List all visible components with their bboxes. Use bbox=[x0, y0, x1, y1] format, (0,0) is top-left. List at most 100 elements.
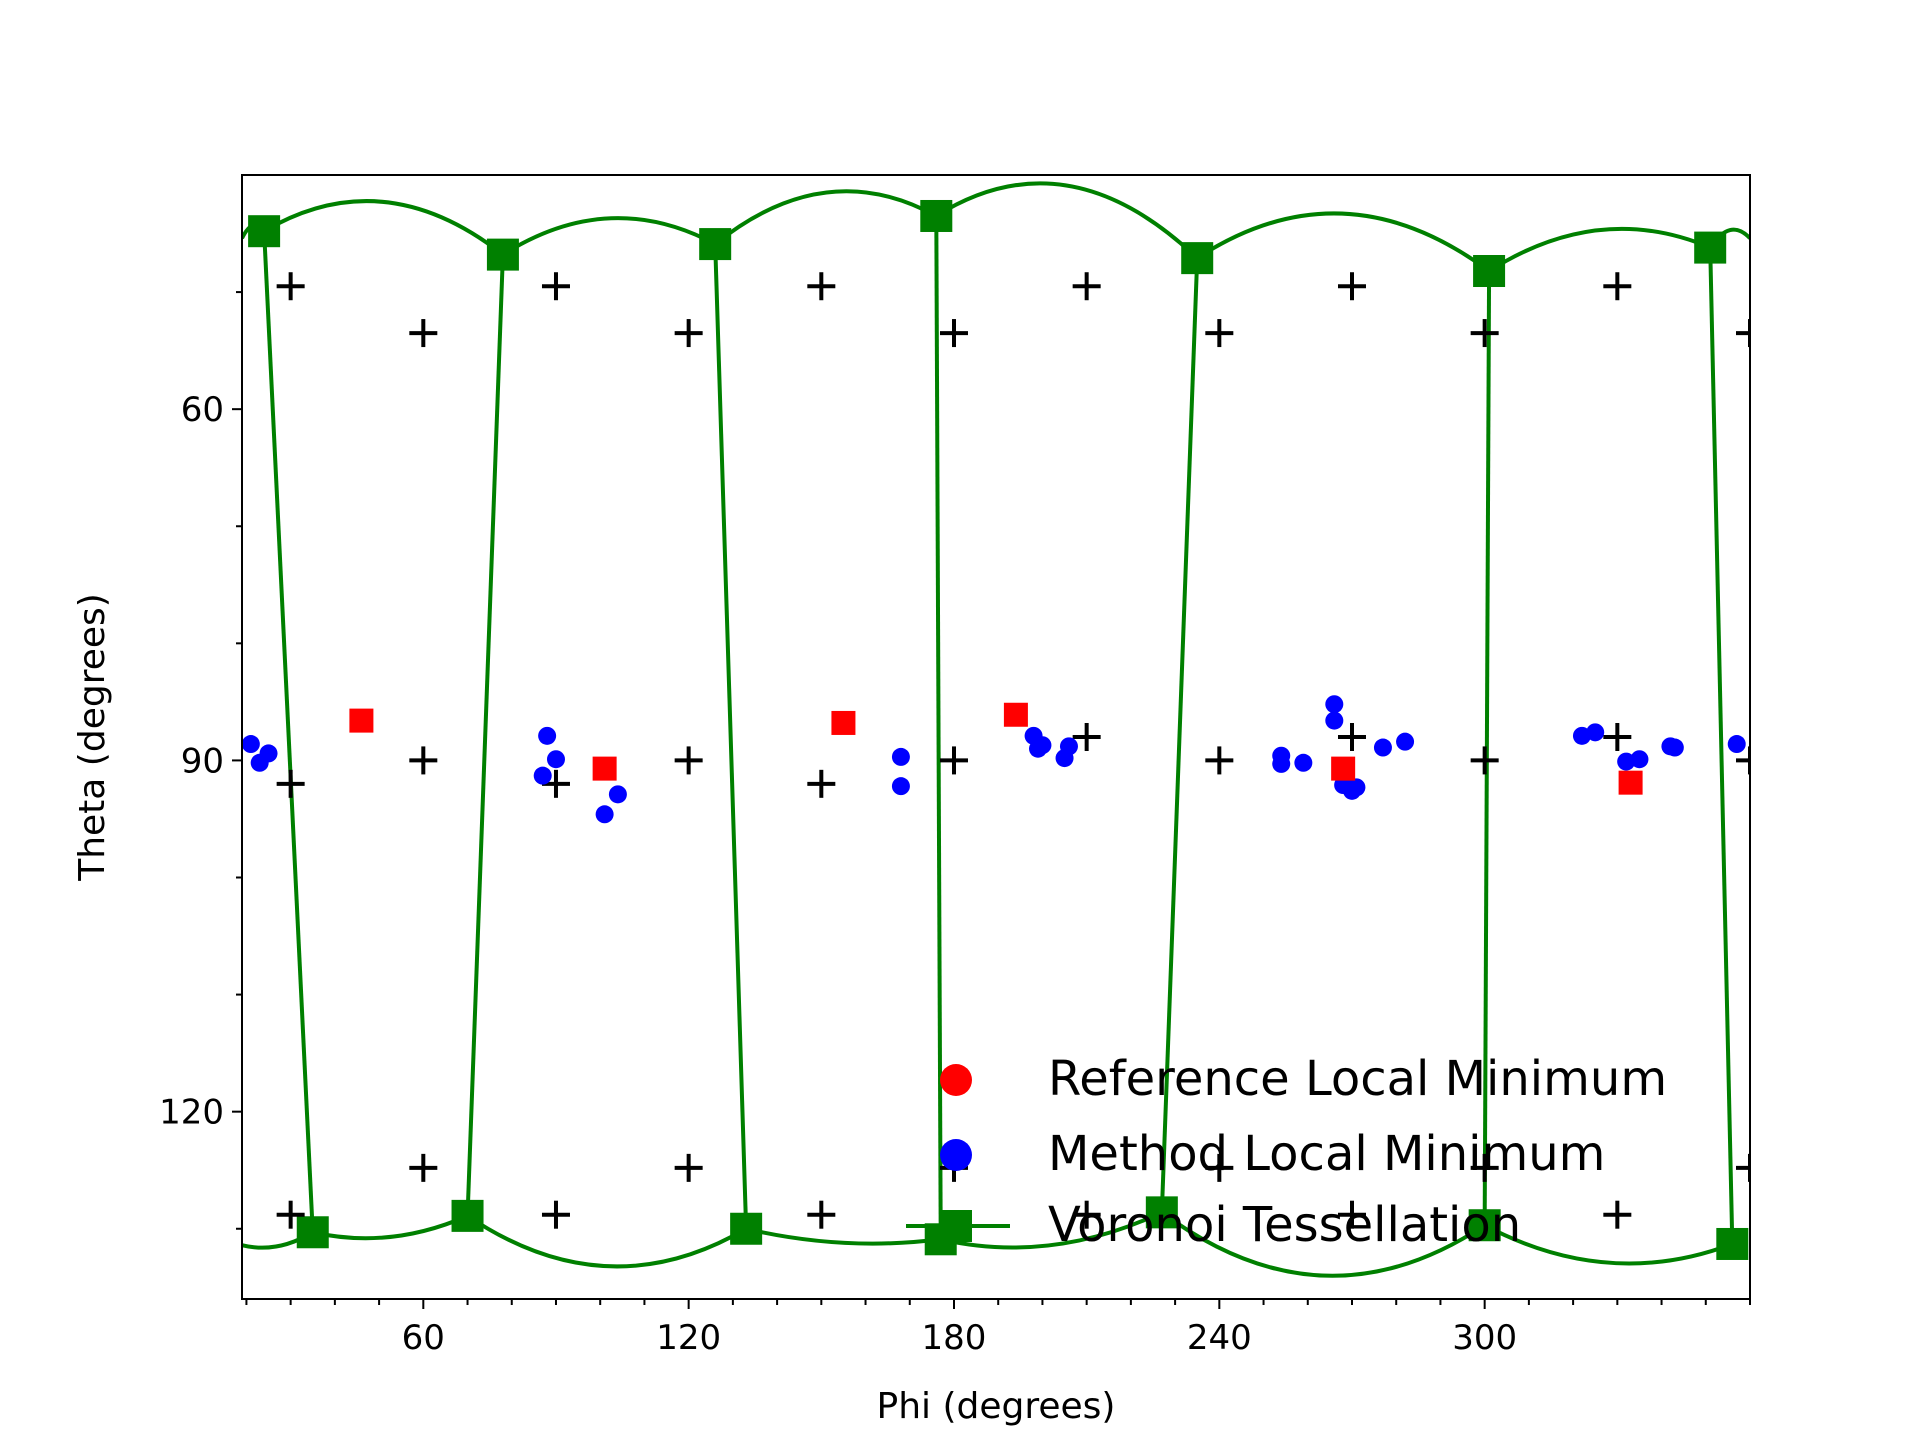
reference-minimum-point bbox=[1003, 702, 1028, 727]
y-tick-label: 90 bbox=[181, 741, 224, 781]
x-tick-label: 240 bbox=[1187, 1318, 1252, 1358]
plus-marker bbox=[1736, 746, 1750, 775]
plus-marker bbox=[1337, 723, 1366, 751]
plus-marker bbox=[807, 1200, 836, 1229]
voronoi-bottom-arc bbox=[745, 1226, 941, 1246]
method-minimum-point bbox=[595, 805, 614, 824]
method-minimum-point bbox=[1059, 737, 1078, 756]
plus-marker bbox=[541, 1200, 570, 1229]
plus-marker bbox=[1470, 1153, 1499, 1182]
voronoi-vertex-marker bbox=[486, 238, 519, 271]
legend-voronoi-marker bbox=[940, 1210, 972, 1242]
voronoi-vertex-marker bbox=[248, 215, 281, 248]
y-axis-ticks: 60 90 120 bbox=[159, 291, 242, 1230]
plus-marker bbox=[1072, 1200, 1101, 1229]
voronoi-edge bbox=[1708, 247, 1735, 1245]
plus-marker bbox=[1205, 746, 1234, 775]
voronoi-vertex-marker bbox=[1694, 231, 1727, 264]
voronoi-top-arc bbox=[713, 189, 938, 246]
plus-marker bbox=[1470, 746, 1499, 775]
reference-minimum-point bbox=[349, 708, 374, 733]
legend-reference-marker bbox=[940, 1064, 972, 1096]
reference-minimum-point bbox=[592, 756, 617, 781]
legend-reference-label: Reference Local Minimum bbox=[1048, 1051, 1667, 1107]
plus-marker bbox=[674, 1153, 703, 1182]
voronoi-edge bbox=[262, 231, 315, 1233]
voronoi-edge bbox=[934, 215, 943, 1240]
method-minimum-point bbox=[242, 735, 260, 754]
method-minimum-point bbox=[1033, 736, 1052, 755]
voronoi-top-arc bbox=[1196, 211, 1491, 273]
method-minimum-point bbox=[608, 785, 627, 804]
voronoi-top-arc bbox=[1488, 226, 1711, 273]
method-minimum-point bbox=[1272, 754, 1291, 773]
voronoi-vertex-marker bbox=[699, 228, 732, 261]
method-minimum-point bbox=[891, 777, 910, 796]
voronoi-layer bbox=[242, 181, 1750, 1278]
reference-minimum-point bbox=[831, 710, 856, 735]
plus-marker bbox=[807, 769, 836, 798]
voronoi-top-arc bbox=[501, 216, 717, 257]
plus-marker bbox=[674, 746, 703, 775]
x-tick-label: 180 bbox=[922, 1318, 987, 1358]
plus-marker bbox=[1205, 1153, 1234, 1182]
plus-marker bbox=[1736, 319, 1750, 348]
method-minimum-point bbox=[1325, 695, 1344, 714]
plus-marker bbox=[674, 319, 703, 348]
method-minimum-point bbox=[259, 744, 278, 763]
plus-marker bbox=[1470, 319, 1499, 348]
x-axis-ticks: 60 120 180 240 300 bbox=[245, 1299, 1751, 1358]
voronoi-vertex-marker bbox=[730, 1212, 763, 1245]
plus-marker bbox=[1205, 319, 1234, 348]
voronoi-vertex-marker bbox=[1716, 1227, 1749, 1260]
plus-marker bbox=[541, 272, 570, 301]
voronoi-bottom-arc bbox=[466, 1214, 748, 1269]
method-minimum-point bbox=[1630, 750, 1649, 769]
plus-marker bbox=[939, 746, 968, 775]
plus-marker bbox=[409, 746, 438, 775]
voronoi-bottom-arc bbox=[1160, 1210, 1486, 1278]
voronoi-top-arc bbox=[935, 181, 1199, 260]
x-tick-label: 60 bbox=[402, 1318, 445, 1358]
voronoi-vertex-marker bbox=[1473, 255, 1506, 288]
plus-marker bbox=[276, 272, 305, 301]
legend-method-label: Method Local Minimum bbox=[1048, 1126, 1605, 1182]
method-minimum-point bbox=[1347, 778, 1366, 797]
voronoi-edge bbox=[713, 244, 749, 1229]
voronoi-bottom-arc bbox=[312, 1214, 469, 1241]
plus-marker bbox=[1072, 723, 1101, 751]
reference-minimum-point bbox=[1618, 770, 1643, 795]
reference-minimum-layer bbox=[349, 702, 1643, 795]
legend: Reference Local Minimum Method Local Min… bbox=[906, 1051, 1667, 1253]
method-minimum-point bbox=[1665, 738, 1684, 757]
voronoi-vertex-marker bbox=[1145, 1196, 1178, 1229]
voronoi-vertex-marker bbox=[1468, 1209, 1501, 1242]
y-tick-label: 120 bbox=[159, 1093, 224, 1133]
voronoi-bottom-arc bbox=[1483, 1223, 1734, 1266]
method-minimum-point bbox=[1617, 752, 1636, 771]
y-axis-label: Theta (degrees) bbox=[72, 593, 113, 882]
voronoi-edge bbox=[1159, 258, 1200, 1213]
legend-method-marker bbox=[940, 1139, 972, 1171]
plus-marker bbox=[541, 769, 570, 798]
plus-marker bbox=[807, 272, 836, 301]
method-minimum-point bbox=[1373, 738, 1392, 757]
method-minimum-point bbox=[1586, 723, 1605, 742]
voronoi-top-arc bbox=[263, 199, 505, 257]
method-minimum-point bbox=[1294, 753, 1313, 772]
y-tick-label: 60 bbox=[181, 390, 224, 430]
plus-marker-layer bbox=[276, 272, 1750, 1229]
plus-marker bbox=[409, 319, 438, 348]
method-minimum-point bbox=[891, 747, 910, 766]
method-minimum-layer bbox=[242, 695, 1746, 824]
method-minimum-point bbox=[546, 750, 565, 769]
x-tick-label: 120 bbox=[656, 1318, 721, 1358]
legend-voronoi-label: Voronoi Tessellation bbox=[1048, 1197, 1521, 1253]
plus-marker bbox=[276, 1200, 305, 1229]
x-axis-label: Phi (degrees) bbox=[877, 1386, 1116, 1427]
method-minimum-point bbox=[1396, 732, 1415, 751]
plus-marker bbox=[276, 769, 305, 798]
voronoi-vertex-marker bbox=[1181, 242, 1214, 275]
